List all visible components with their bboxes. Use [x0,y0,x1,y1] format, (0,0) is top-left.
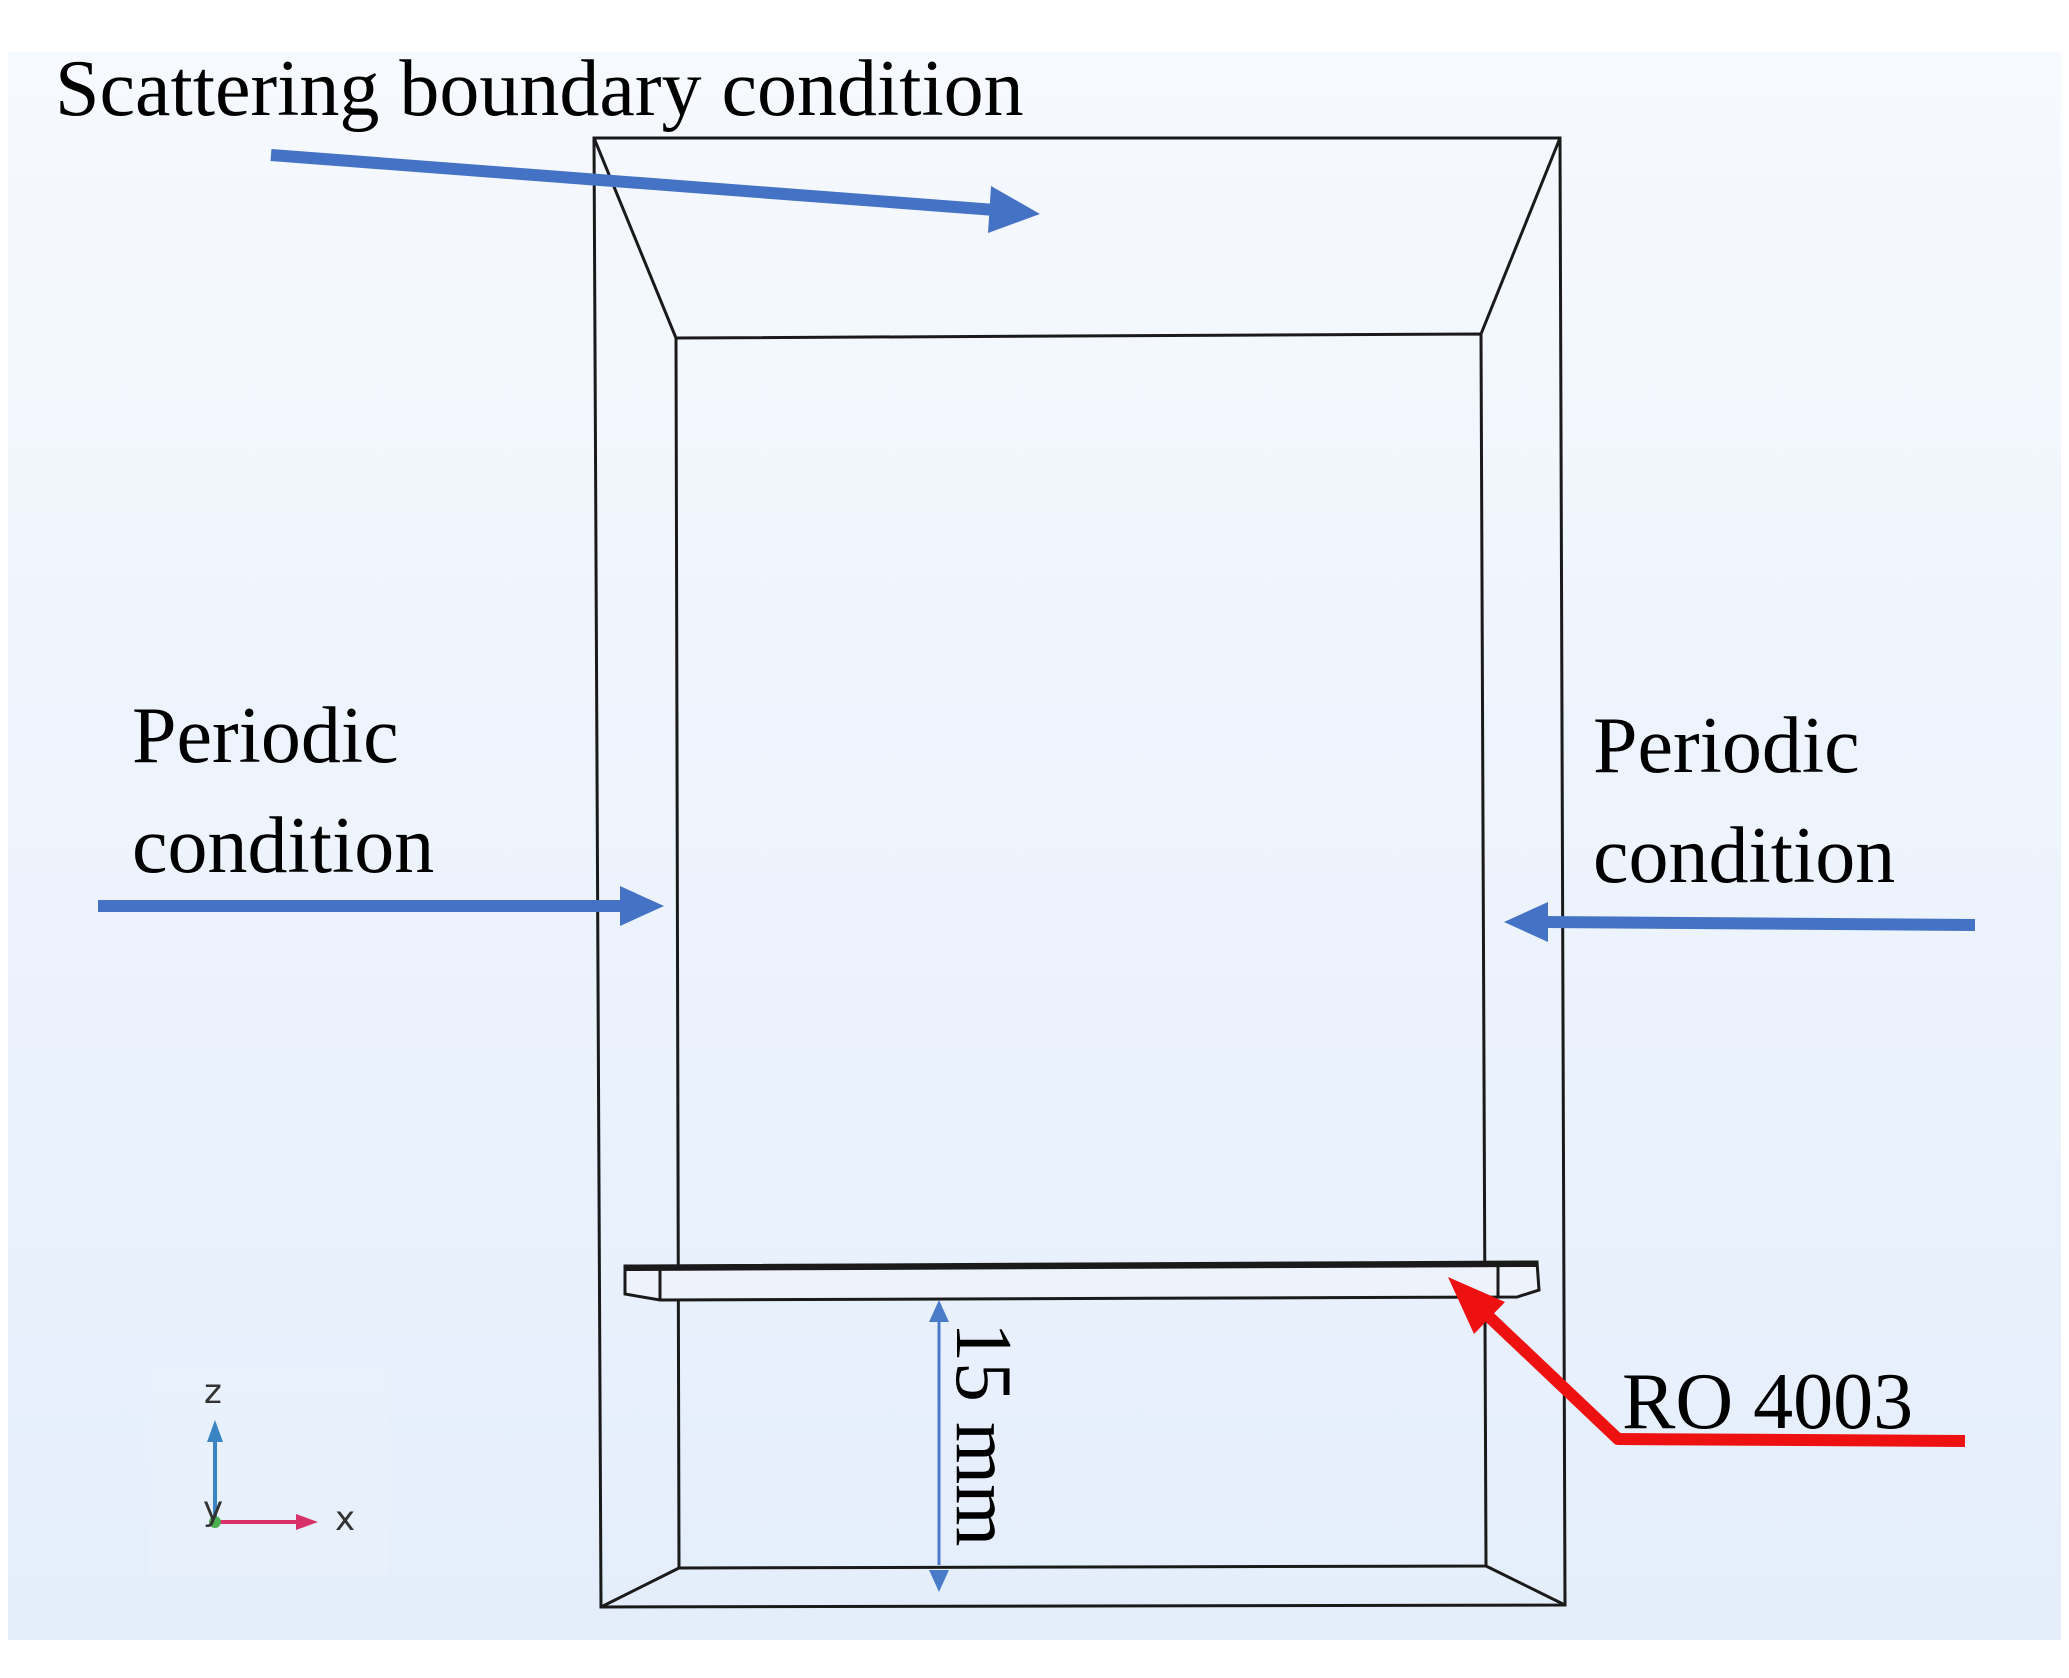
dimension-15mm [929,1300,949,1592]
axis-label-x: x [335,1499,355,1539]
dimension-label: 15 mm [939,1322,1027,1546]
right-periodic-label-line1: Periodic [1593,702,1860,790]
axis-label-y: y [203,1489,223,1529]
substrate-slab [623,1260,1541,1302]
left-periodic-label-line2: condition [132,802,434,890]
corner-edge-top-right [1479,137,1562,335]
scattering-arrow [270,149,1040,233]
substrate-arrow [1448,1277,1966,1447]
scattering-boundary-label: Scattering boundary condition [55,45,1024,133]
axis-triad: z y x [150,1365,390,1575]
left-periodic-label-line1: Periodic [132,692,399,780]
right-periodic-arrow [1504,902,1976,942]
left-periodic-arrow [98,886,664,926]
corner-edge-bottom-left [600,1566,680,1609]
corner-edge-top-left [592,137,678,339]
axis-label-z: z [204,1372,222,1412]
corner-edge-bottom-right [1485,1564,1566,1607]
right-periodic-label-line2: condition [1593,812,1895,900]
simulation-box [592,136,1567,1609]
substrate-label: RO 4003 [1622,1358,1913,1446]
y-axis-dot [209,1516,221,1528]
